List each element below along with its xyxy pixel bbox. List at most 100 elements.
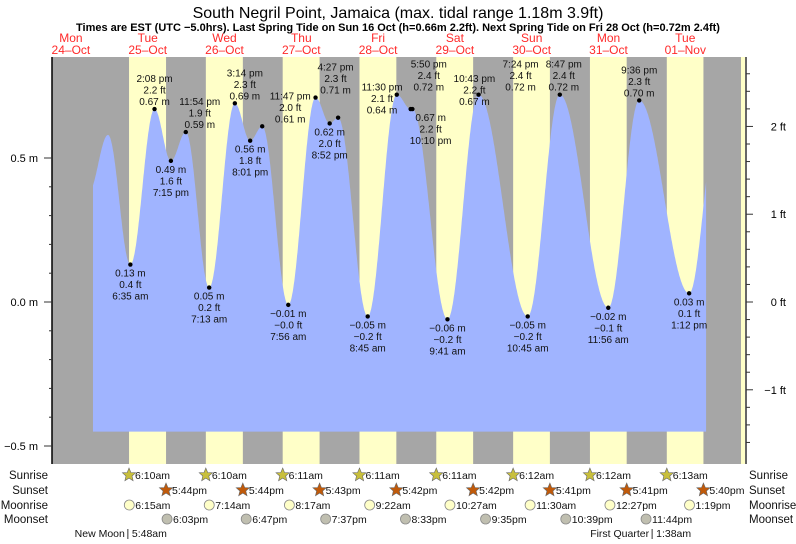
sunrise-time: 6:13am — [673, 470, 708, 482]
moonset-icon — [400, 513, 411, 525]
moonset-icon — [480, 513, 491, 525]
time-label: 2:08 pm — [136, 74, 172, 85]
tide-extreme-low: 0.05 m0.2 ft7:13 am — [191, 285, 227, 326]
time-label: 1:12 pm — [671, 320, 707, 331]
height-m-label: 0.67 m — [459, 97, 490, 108]
tide-extreme-low: −0.01 m−0.0 ft7:56 am — [270, 302, 306, 343]
date-label: 28–Oct — [359, 43, 398, 57]
right-axis-feet: 2 ft 1 ft 0 ft −1 ft — [745, 57, 786, 464]
date-label: 30–Oct — [512, 43, 551, 57]
height-ft-label: 1.8 ft — [239, 156, 261, 167]
tide-point — [335, 115, 341, 120]
daylight-band-edge — [741, 57, 745, 464]
moonrise-icon — [203, 499, 215, 511]
time-label: 8:01 pm — [232, 168, 268, 179]
date-label: 25–Oct — [128, 43, 167, 57]
sunrise-icon — [275, 467, 291, 482]
moonrise-time: 1:19pm — [696, 500, 731, 512]
tide-point — [232, 101, 238, 106]
tide-extreme-low: 0.03 m0.1 ft1:12 pm — [671, 291, 707, 331]
sunset-time: 5:42pm — [479, 485, 514, 497]
time-label: 11:54 pm — [179, 97, 220, 108]
time-label: 8:47 pm — [546, 60, 582, 71]
day-of-week-label: Mon — [597, 31, 620, 45]
height-ft-label: 2.0 ft — [279, 103, 301, 114]
moonrise-icon — [364, 499, 376, 511]
height-ft-label: 2.3 ft — [628, 77, 650, 88]
moonrise-icon — [524, 499, 536, 511]
tide-extreme-high: 0.72 m2.4 ft8:47 pm — [546, 60, 582, 97]
height-ft-label: 2.4 ft — [418, 71, 440, 82]
tide-extreme-high: 0.69 m2.3 ft3:14 pm — [227, 68, 263, 106]
height-m-label: −0.05 m — [349, 320, 385, 331]
moonrise-icon — [123, 499, 135, 511]
sunrise-time: 6:11am — [442, 470, 476, 482]
sunset-time: 5:44pm — [249, 485, 284, 497]
height-m-label: 0.69 m — [230, 91, 261, 102]
height-m-label: 0.64 m — [367, 106, 398, 117]
sunset-time: 5:41pm — [633, 485, 668, 497]
moonrise-icon — [604, 499, 616, 511]
height-m-label: 0.67 m — [415, 113, 446, 124]
height-ft-label: 2.2 ft — [143, 86, 165, 97]
height-ft-label: 2.2 ft — [463, 86, 485, 97]
height-m-label: 0.13 m — [115, 269, 146, 280]
tide-point — [686, 291, 692, 296]
height-ft-label: −0.2 ft — [354, 332, 382, 343]
tide-point — [152, 106, 157, 112]
sunset-icon — [542, 482, 558, 497]
sunrise-icon — [352, 467, 367, 482]
day-of-week-label: Tue — [138, 31, 159, 45]
time-label: 10:43 pm — [454, 74, 496, 85]
date-label: 26–Oct — [205, 43, 244, 57]
moon-phase-label: First Quarter — [590, 528, 649, 539]
tide-point — [313, 95, 318, 100]
tide-extreme-high: 0.71 m2.3 ft4:27 pm — [313, 63, 354, 100]
moonset-time: 11:44pm — [652, 514, 692, 526]
moonset-icon — [560, 513, 572, 525]
right-axis-tick-label: 2 ft — [771, 121, 786, 133]
height-ft-label: 1.9 ft — [189, 109, 211, 120]
tide-point — [476, 92, 481, 97]
sunset-time: 5:40pm — [709, 485, 744, 497]
height-m-label: 0.61 m — [275, 114, 306, 125]
right-axis-tick-label: −1 ft — [764, 385, 786, 397]
sunset-icon — [158, 482, 174, 497]
time-label: 8:52 pm — [312, 150, 348, 161]
height-m-label: −0.05 m — [509, 320, 545, 331]
sunrise-time: 6:12am — [596, 470, 631, 482]
moonrise-row-label-right: Moonrise — [749, 500, 796, 512]
moonset-row-label-right: Moonset — [749, 514, 794, 526]
day-of-week-label: Thu — [291, 31, 312, 45]
tide-point — [606, 305, 611, 310]
tide-point — [183, 129, 188, 135]
time-label: 10:45 am — [507, 343, 549, 354]
sunrise-icon — [659, 467, 675, 482]
height-m-label: 0.59 m — [184, 120, 215, 131]
tide-curve-area — [92, 94, 707, 432]
height-ft-label: 2.4 ft — [553, 71, 575, 82]
right-axis-tick-label: 1 ft — [771, 209, 786, 221]
date-label: 29–Oct — [436, 43, 475, 57]
moonset-time: 9:35pm — [492, 514, 527, 526]
moonset-time: 6:47pm — [252, 514, 287, 526]
tide-point — [247, 138, 253, 143]
day-of-week-label: Tue — [675, 31, 696, 45]
height-ft-label: 2.0 ft — [319, 139, 341, 150]
height-m-label: 0.72 m — [505, 83, 536, 94]
date-label: 24–Oct — [52, 43, 91, 57]
sunrise-time: 6:10am — [135, 470, 170, 482]
tide-point — [260, 124, 265, 129]
sunset-time: 5:41pm — [556, 485, 591, 497]
left-axis-meters: 0.5 m 0.0 m −0.5 m — [4, 57, 53, 464]
left-axis-tick-label: 0.0 m — [10, 297, 38, 309]
moonrise-row-label: Moonrise — [1, 500, 48, 512]
tide-point — [327, 121, 332, 126]
moonrise-time: 10:27am — [456, 500, 497, 512]
tide-point — [206, 285, 212, 290]
height-ft-label: −0.2 ft — [433, 335, 461, 346]
day-labels: Mon24–OctTue25–OctWed26–OctThu27–OctFri2… — [52, 31, 706, 57]
